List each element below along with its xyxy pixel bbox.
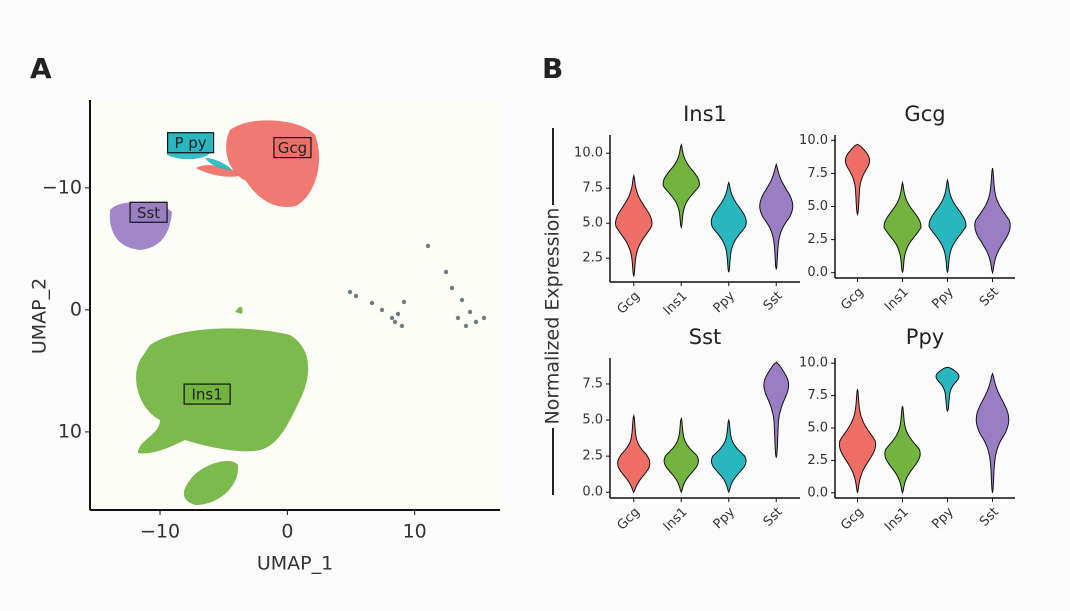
panel-title: Gcg — [904, 102, 945, 126]
violin — [663, 416, 699, 494]
y-tick-label: 0.0 — [582, 485, 603, 500]
cluster-cloud — [235, 306, 243, 314]
cluster-cloud — [205, 158, 232, 170]
cluster-label: P py — [174, 134, 206, 152]
y-tick-label: 7.5 — [807, 166, 828, 181]
panel-label: B — [542, 52, 563, 85]
panel-title: Ppy — [906, 325, 944, 349]
unlabeled-point — [353, 293, 359, 299]
cluster-cloud — [183, 460, 239, 505]
y-tick-label: 10.0 — [799, 356, 828, 371]
cluster-label: Gcg — [278, 139, 307, 157]
x-tick-label: −10 — [140, 521, 180, 543]
y-tick-label: 5.0 — [582, 216, 603, 231]
unlabeled-point — [347, 289, 353, 295]
y-tick-label: 7.5 — [807, 388, 828, 403]
violin — [710, 418, 747, 494]
violin — [617, 413, 651, 494]
violin — [838, 389, 877, 493]
unlabeled-point — [399, 323, 405, 329]
y-tick-label: 2.5 — [582, 449, 603, 464]
violin — [975, 372, 1010, 493]
unlabeled-point — [392, 319, 398, 325]
x-tick-label: 0 — [281, 521, 293, 543]
violin — [614, 173, 653, 277]
y-tick-label: 0.0 — [807, 485, 828, 500]
y-tick-label: 10.0 — [799, 133, 828, 148]
unlabeled-point — [455, 315, 461, 321]
y-tick-label: 5.0 — [582, 413, 603, 428]
unlabeled-point — [467, 309, 473, 315]
violin — [974, 168, 1011, 275]
y-tick-label: 2.5 — [582, 251, 603, 266]
unlabeled-point — [443, 269, 449, 275]
violin — [763, 361, 790, 458]
unlabeled-point — [379, 307, 385, 313]
unlabeled-point — [473, 319, 479, 325]
unlabeled-point — [449, 285, 455, 291]
violin — [662, 143, 700, 230]
panel-label: A — [30, 52, 52, 85]
cluster-label-box — [273, 136, 312, 159]
y-tick-label: 7.5 — [582, 376, 603, 391]
y-tick-label: 0.0 — [807, 265, 828, 280]
y-tick-label: 5.0 — [807, 421, 828, 436]
unlabeled-point — [395, 311, 401, 317]
unlabeled-point — [425, 243, 431, 249]
y-tick-label: 2.5 — [807, 453, 828, 468]
y-tick-label: 2.5 — [807, 232, 828, 247]
panel-title: Ins1 — [683, 102, 727, 126]
cluster-label-box — [166, 132, 215, 154]
cluster-label: Ins1 — [191, 386, 222, 404]
unlabeled-point — [459, 297, 465, 303]
unlabeled-point — [401, 299, 407, 305]
y-tick-label: 5.0 — [807, 199, 828, 214]
violin — [884, 405, 921, 495]
x-axis-label: UMAP_1 — [257, 553, 333, 575]
shared-ylabel: Normalized Expression — [542, 208, 564, 425]
cluster-cloud — [196, 165, 242, 177]
violin — [710, 181, 747, 273]
violin — [928, 178, 967, 273]
cluster-label: Sst — [137, 204, 160, 222]
y-tick-label: 0 — [70, 298, 82, 320]
violin — [844, 143, 871, 217]
x-tick-label: 10 — [403, 521, 427, 543]
cluster-label-box — [129, 201, 168, 223]
y-tick-label: −10 — [42, 176, 82, 198]
y-axis-label: UMAP_2 — [29, 278, 51, 354]
unlabeled-point — [481, 315, 487, 321]
y-tick-label: 7.5 — [582, 181, 603, 196]
violin — [935, 366, 960, 413]
unlabeled-point — [389, 315, 395, 321]
unlabeled-point — [463, 323, 469, 329]
panel-title: Sst — [689, 325, 722, 349]
y-tick-label: 10 — [58, 420, 82, 442]
unlabeled-point — [369, 300, 375, 306]
cluster-label-box — [183, 383, 231, 405]
y-tick-label: 10.0 — [574, 146, 603, 161]
violin — [759, 162, 794, 270]
violin — [883, 180, 922, 273]
